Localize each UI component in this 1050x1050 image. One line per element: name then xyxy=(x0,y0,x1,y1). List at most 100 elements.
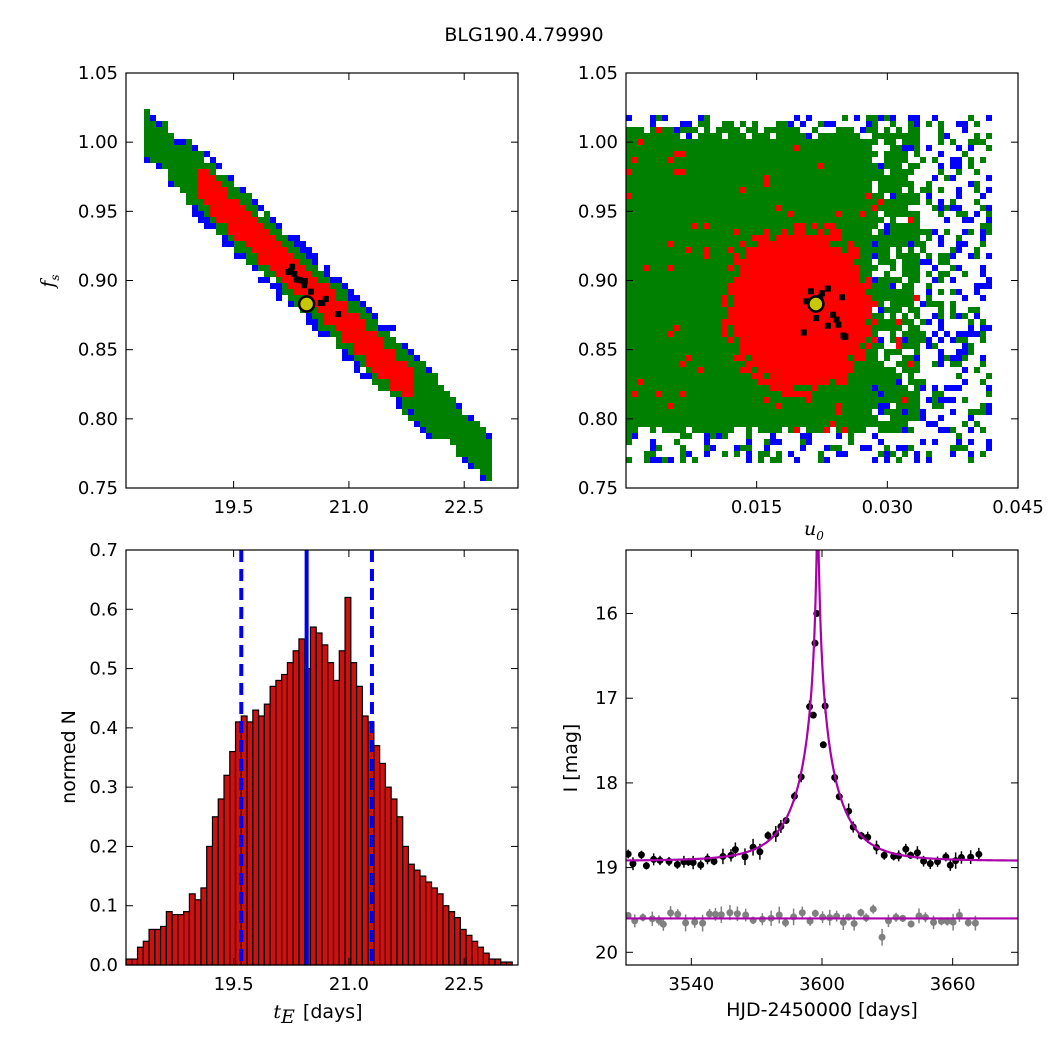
contour-cell-sigma1 xyxy=(210,205,216,211)
contour-cell-sigma2 xyxy=(704,295,710,301)
contour-cell-sigma2 xyxy=(632,235,638,241)
contour-cell-sigma2 xyxy=(830,187,836,193)
contour-cell-sigma3 xyxy=(354,361,360,367)
contour-cell-sigma2 xyxy=(686,241,692,247)
contour-cell-sigma2 xyxy=(872,151,878,157)
contour-cell-sigma2 xyxy=(818,211,824,217)
contour-cell-sigma2 xyxy=(656,355,662,361)
contour-cell-sigma2 xyxy=(860,397,866,403)
contour-cell-sigma2 xyxy=(186,169,192,175)
contour-cell-sigma2 xyxy=(462,433,468,439)
contour-cell-sigma1 xyxy=(830,337,836,343)
contour-cell-sigma2 xyxy=(896,169,902,175)
contour-cell-sigma2 xyxy=(866,421,872,427)
contour-cell-sigma1 xyxy=(384,367,390,373)
contour-cell-sigma3 xyxy=(878,115,884,121)
contour-cell-sigma2 xyxy=(162,139,168,145)
contour-cell-sigma1 xyxy=(740,337,746,343)
contour-cell-sigma2 xyxy=(698,247,704,253)
contour-cell-sigma2 xyxy=(414,397,420,403)
contour-cell-sigma1 xyxy=(782,247,788,253)
contour-cell-sigma2 xyxy=(734,421,740,427)
contour-cell-sigma2 xyxy=(854,379,860,385)
contour-cell-sigma2 xyxy=(632,223,638,229)
contour-cell-sigma2 xyxy=(174,151,180,157)
contour-cell-sigma2 xyxy=(866,415,872,421)
contour-cell-sigma2 xyxy=(288,295,294,301)
contour-cell-sigma1 xyxy=(282,265,288,271)
contour-cell-sigma2 xyxy=(222,223,228,229)
contour-cell-sigma2 xyxy=(920,157,926,163)
event-point xyxy=(642,862,650,870)
contour-cell-sigma1 xyxy=(276,271,282,277)
contour-cell-sigma2 xyxy=(968,349,974,355)
contour-cell-sigma2 xyxy=(800,145,806,151)
contour-cell-sigma2 xyxy=(674,439,680,445)
contour-cell-sigma2 xyxy=(890,199,896,205)
best-fit-marker xyxy=(297,295,316,313)
contour-cell-sigma2 xyxy=(692,217,698,223)
contour-cell-sigma2 xyxy=(896,181,902,187)
contour-cell-sigma2 xyxy=(800,157,806,163)
contour-cell-sigma3 xyxy=(348,295,354,301)
contour-cell-sigma3 xyxy=(962,367,968,373)
baseline-point xyxy=(775,911,783,919)
contour-cell-sigma2 xyxy=(656,361,662,367)
contour-cell-sigma2 xyxy=(914,277,920,283)
contour-cell-sigma2 xyxy=(698,295,704,301)
contour-cell-sigma2 xyxy=(812,151,818,157)
contour-cell-sigma2 xyxy=(710,133,716,139)
contour-cell-sigma2 xyxy=(366,367,372,373)
contour-cell-sigma1 xyxy=(836,307,842,313)
contour-cell-sigma2 xyxy=(632,349,638,355)
contour-cell-sigma2 xyxy=(806,415,812,421)
contour-cell-sigma1 xyxy=(360,343,366,349)
contour-cell-sigma2 xyxy=(668,139,674,145)
contour-cell-sigma3 xyxy=(800,445,806,451)
contour-cell-sigma1 xyxy=(740,259,746,265)
contour-cell-sigma2 xyxy=(626,283,632,289)
contour-cell-sigma1 xyxy=(812,277,818,283)
contour-cell-sigma1 xyxy=(818,313,824,319)
contour-cell-sigma2 xyxy=(686,409,692,415)
contour-cell-sigma2 xyxy=(758,139,764,145)
contour-cell-sigma3 xyxy=(968,451,974,457)
contour-cell-sigma1 xyxy=(848,301,854,307)
contour-cell-sigma2 xyxy=(668,319,674,325)
contour-cell-sigma2 xyxy=(716,265,722,271)
contour-cell-sigma2 xyxy=(824,151,830,157)
contour-cell-sigma1 xyxy=(752,235,758,241)
contour-cell-sigma3 xyxy=(210,223,216,229)
best-chain-point xyxy=(317,300,324,307)
contour-cell-sigma2 xyxy=(806,163,812,169)
contour-cell-sigma2 xyxy=(950,265,956,271)
contour-cell-sigma2 xyxy=(674,373,680,379)
contour-cell-sigma1 xyxy=(758,379,764,385)
contour-cell-sigma2 xyxy=(456,415,462,421)
contour-cell-sigma2 xyxy=(632,187,638,193)
contour-cell-sigma2 xyxy=(264,265,270,271)
contour-cell-sigma2 xyxy=(722,391,728,397)
contour-cell-sigma1 xyxy=(830,295,836,301)
contour-cell-sigma2 xyxy=(680,379,686,385)
contour-cell-sigma1 xyxy=(782,283,788,289)
contour-cell-sigma1 xyxy=(746,289,752,295)
contour-cell-sigma1 xyxy=(764,307,770,313)
histogram-bar xyxy=(263,703,271,966)
contour-cell-sigma3 xyxy=(788,451,794,457)
contour-cell-sigma2 xyxy=(192,199,198,205)
contour-cell-sigma2 xyxy=(698,313,704,319)
contour-cell-sigma2 xyxy=(668,247,674,253)
contour-cell-sigma2 xyxy=(878,361,884,367)
contour-cell-sigma1 xyxy=(764,235,770,241)
contour-cell-sigma3 xyxy=(872,457,878,463)
contour-cell-sigma3 xyxy=(926,421,932,427)
contour-cell-sigma2 xyxy=(366,325,372,331)
contour-cell-sigma1 xyxy=(210,187,216,193)
contour-cell-sigma2 xyxy=(890,241,896,247)
contour-cell-sigma1 xyxy=(770,355,776,361)
contour-cell-sigma1 xyxy=(770,325,776,331)
contour-cell-sigma2 xyxy=(854,367,860,373)
contour-cell-sigma2 xyxy=(770,205,776,211)
contour-cell-sigma2 xyxy=(234,241,240,247)
